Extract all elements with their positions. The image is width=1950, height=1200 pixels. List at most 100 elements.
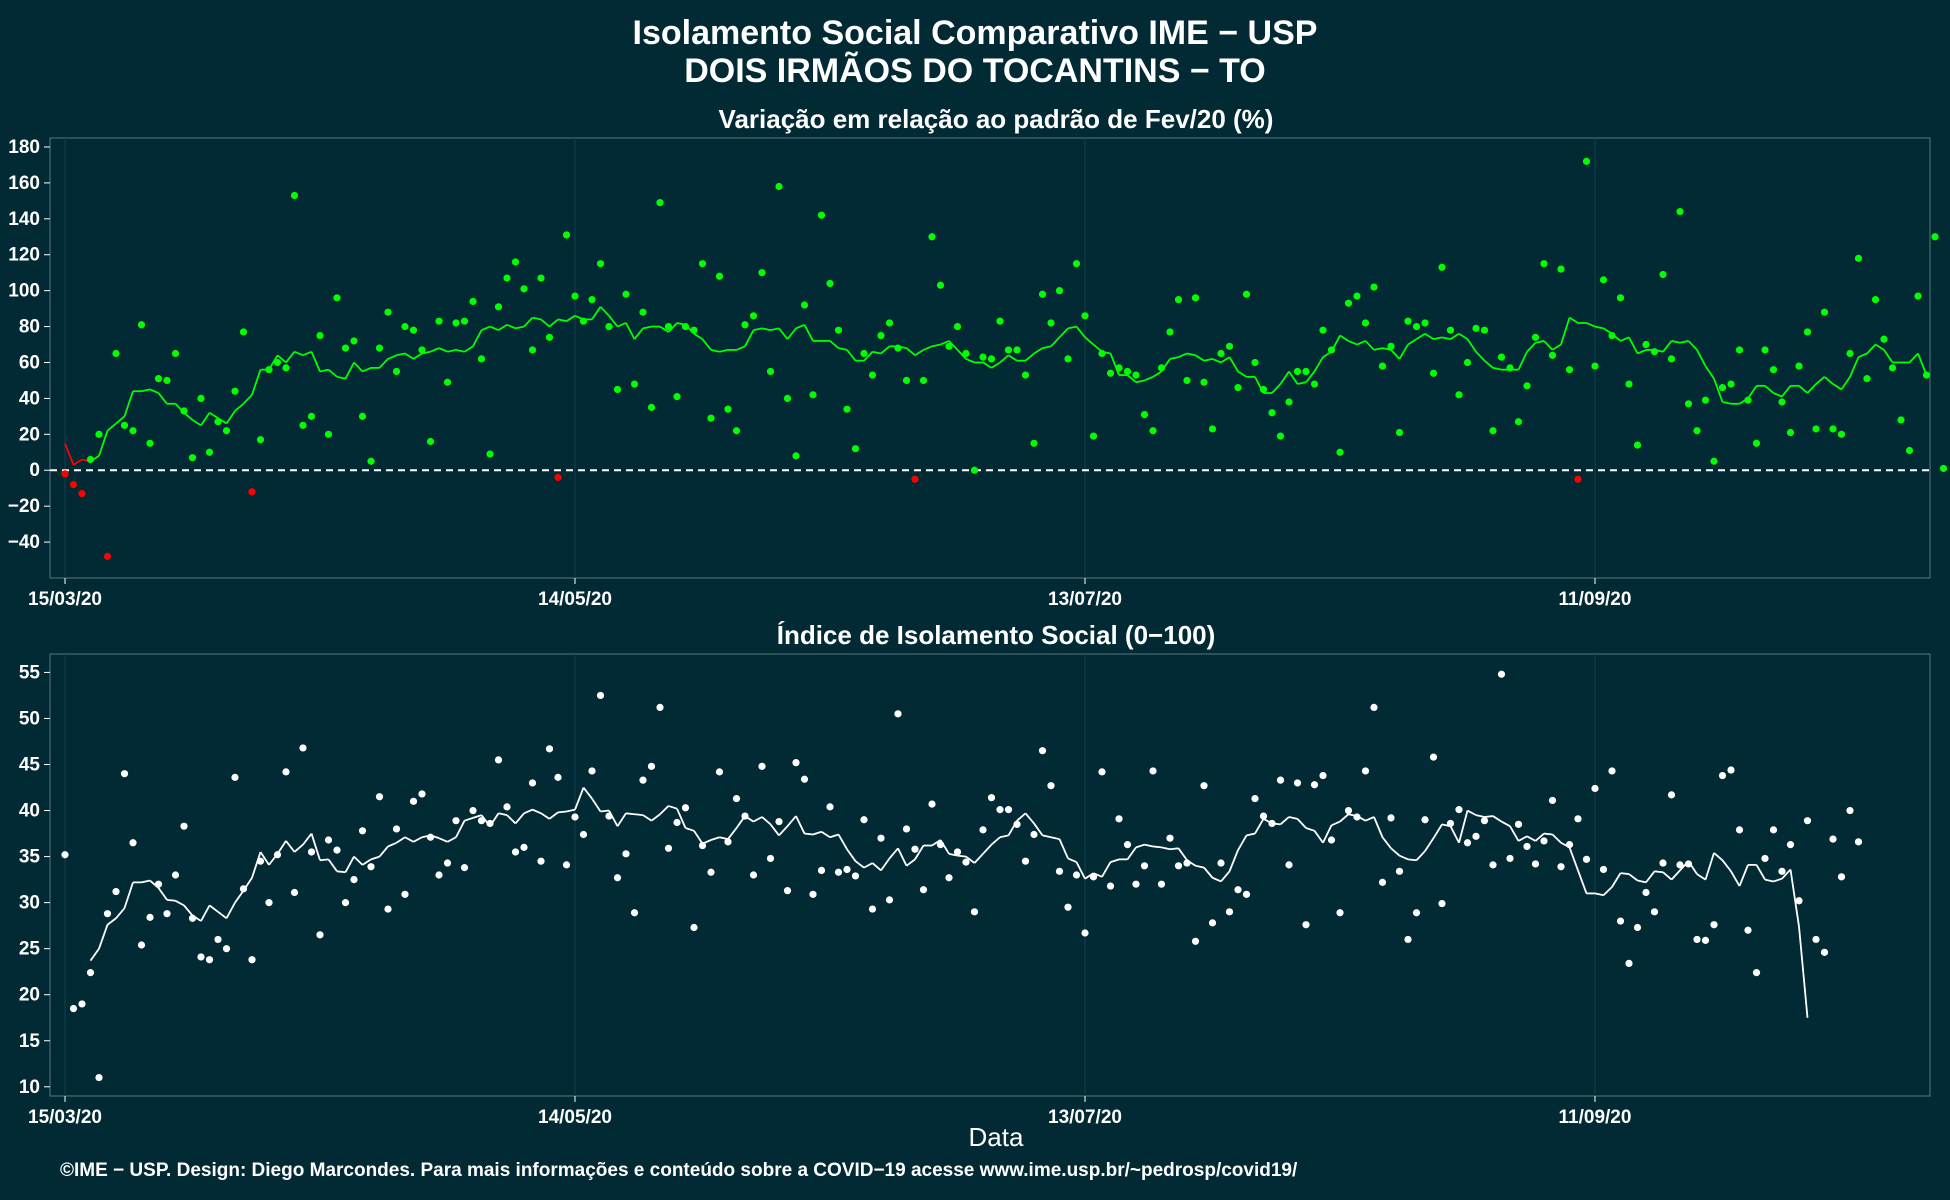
moving-average-segment bbox=[370, 855, 380, 861]
x-tick-label: 11/09/20 bbox=[1559, 589, 1632, 610]
data-point bbox=[1013, 346, 1021, 354]
moving-average-segment bbox=[982, 844, 993, 855]
moving-average-segment bbox=[276, 354, 287, 364]
data-point bbox=[146, 913, 154, 921]
data-point bbox=[290, 191, 299, 200]
moving-average-segment bbox=[514, 812, 525, 825]
moving-average-segment bbox=[769, 823, 780, 836]
moving-average-segment bbox=[327, 368, 338, 378]
moving-average-segment bbox=[1407, 858, 1417, 862]
data-point bbox=[1676, 208, 1684, 216]
moving-average-segment bbox=[1764, 385, 1775, 394]
data-point bbox=[1361, 767, 1370, 775]
moving-average-segment bbox=[633, 327, 644, 340]
data-point bbox=[894, 710, 902, 718]
moving-average-segment bbox=[838, 347, 848, 351]
data-point bbox=[494, 303, 503, 311]
moving-average-segment bbox=[378, 845, 389, 858]
moving-average-segment bbox=[693, 332, 703, 340]
data-point bbox=[1803, 328, 1812, 336]
data-point bbox=[214, 418, 222, 426]
moving-average-segment bbox=[1144, 376, 1154, 382]
moving-average-segment bbox=[1671, 340, 1681, 344]
moving-average-segment bbox=[599, 306, 610, 317]
moving-average-segment bbox=[1577, 870, 1588, 894]
moving-average-segment bbox=[1526, 835, 1536, 842]
data-point bbox=[979, 826, 987, 834]
data-point bbox=[61, 851, 69, 859]
moving-average-segment bbox=[1670, 869, 1681, 881]
moving-average-segment bbox=[336, 870, 346, 874]
data-point bbox=[1650, 908, 1659, 916]
moving-average-segment bbox=[727, 827, 738, 840]
data-point bbox=[120, 421, 129, 429]
data-point bbox=[664, 322, 673, 331]
data-point bbox=[792, 759, 800, 767]
data-point bbox=[911, 475, 919, 483]
moving-average-segment bbox=[880, 857, 891, 871]
data-point bbox=[1089, 873, 1098, 881]
data-point bbox=[112, 887, 120, 896]
data-point bbox=[350, 337, 358, 345]
data-point bbox=[477, 355, 486, 363]
moving-average-segment bbox=[1568, 847, 1579, 871]
data-point bbox=[1140, 410, 1149, 419]
data-point bbox=[928, 233, 936, 241]
data-point bbox=[299, 421, 307, 429]
moving-average-segment bbox=[387, 841, 397, 848]
data-point bbox=[171, 871, 180, 879]
data-point bbox=[154, 880, 163, 888]
moving-average-segment bbox=[285, 351, 296, 364]
data-point bbox=[851, 872, 860, 880]
data-point bbox=[936, 841, 945, 849]
moving-average-segment bbox=[1917, 353, 1928, 376]
data-point bbox=[1387, 342, 1395, 350]
data-point bbox=[1846, 349, 1854, 358]
data-point bbox=[231, 387, 239, 395]
data-point bbox=[537, 274, 545, 282]
moving-average-segment bbox=[1560, 317, 1571, 345]
moving-average-segment bbox=[1339, 334, 1349, 342]
moving-average-segment bbox=[149, 388, 159, 394]
moving-average-segment bbox=[310, 833, 321, 861]
moving-average-segment bbox=[430, 347, 440, 353]
data-point bbox=[1149, 767, 1157, 775]
data-point bbox=[1336, 448, 1344, 456]
moving-average-segment bbox=[1152, 845, 1162, 849]
data-point bbox=[1582, 855, 1591, 863]
data-point bbox=[494, 756, 503, 764]
moving-average-segment bbox=[931, 343, 941, 348]
moving-average-segment bbox=[200, 412, 211, 426]
moving-average-segment bbox=[362, 367, 372, 373]
data-point bbox=[392, 825, 401, 833]
data-point bbox=[1157, 364, 1166, 372]
moving-average-segment bbox=[837, 834, 848, 850]
data-point bbox=[1157, 880, 1166, 888]
data-point bbox=[1293, 367, 1302, 376]
moving-average-segment bbox=[387, 354, 397, 360]
data-point bbox=[78, 1000, 86, 1008]
moving-average-segment bbox=[795, 815, 806, 834]
moving-average-segment bbox=[344, 362, 355, 380]
moving-average-segment bbox=[251, 851, 262, 879]
data-point bbox=[826, 803, 834, 811]
moving-average-segment bbox=[183, 904, 194, 917]
data-point bbox=[1276, 776, 1285, 784]
moving-average-segment bbox=[1126, 846, 1137, 860]
data-point bbox=[1123, 367, 1132, 376]
data-point bbox=[1242, 290, 1251, 298]
moving-average-segment bbox=[1212, 358, 1222, 364]
data-point bbox=[885, 896, 894, 904]
moving-average-segment bbox=[871, 862, 882, 872]
data-point bbox=[860, 349, 868, 358]
moving-average-segment bbox=[591, 306, 602, 320]
moving-average-segment bbox=[1883, 349, 1894, 363]
data-point bbox=[1684, 860, 1693, 868]
moving-average-segment bbox=[1016, 812, 1027, 822]
moving-average-segment bbox=[923, 345, 933, 351]
data-point bbox=[1242, 890, 1251, 898]
data-point bbox=[647, 403, 656, 411]
data-point bbox=[154, 375, 163, 383]
moving-average-segment bbox=[761, 816, 772, 826]
moving-average-segment bbox=[1373, 816, 1384, 838]
